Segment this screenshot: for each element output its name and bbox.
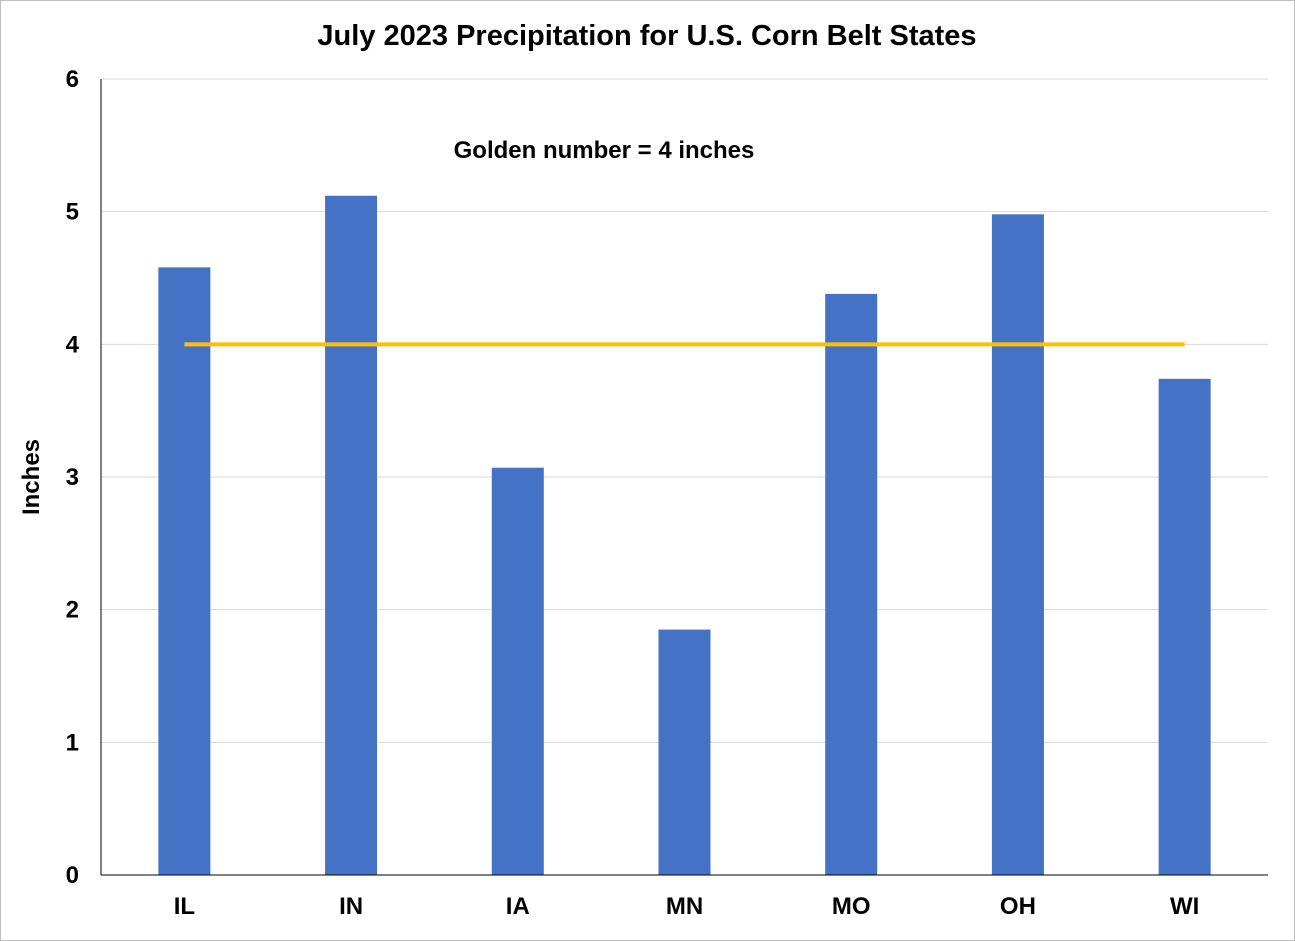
y-tick-label: 0 <box>66 862 79 889</box>
y-tick-label: 5 <box>66 199 79 226</box>
x-tick-label-oh: OH <box>1000 893 1036 920</box>
golden-number-annotation: Golden number = 4 inches <box>454 137 755 164</box>
x-tick-labels: IL IN IA MN MO OH WI <box>174 893 1200 920</box>
chart-title: July 2023 Precipitation for U.S. Corn Be… <box>317 20 976 52</box>
bar-mo <box>825 293 878 875</box>
axes <box>100 79 1268 876</box>
bar-in <box>325 195 378 875</box>
x-tick-label-ia: IA <box>506 893 530 920</box>
bar-wi <box>1158 378 1211 875</box>
y-tick-label: 3 <box>66 464 79 491</box>
x-tick-label-il: IL <box>174 893 195 920</box>
y-axis-title: Inches <box>18 439 45 515</box>
gridlines <box>101 78 1268 743</box>
x-tick-label-wi: WI <box>1170 893 1199 920</box>
bar-mn <box>658 629 711 875</box>
y-tick-label: 4 <box>66 331 80 358</box>
x-tick-label-mo: MO <box>832 893 871 920</box>
y-tick-label: 1 <box>66 729 79 756</box>
bar-il <box>158 267 211 875</box>
y-tick-labels: 0 1 2 3 4 5 6 <box>66 66 80 889</box>
bar-oh <box>991 214 1044 875</box>
y-tick-label: 2 <box>66 597 79 624</box>
x-tick-label-in: IN <box>339 893 363 920</box>
bar-ia <box>491 467 544 875</box>
y-tick-label: 6 <box>66 66 79 93</box>
bars <box>158 195 1211 875</box>
x-tick-label-mn: MN <box>666 893 703 920</box>
